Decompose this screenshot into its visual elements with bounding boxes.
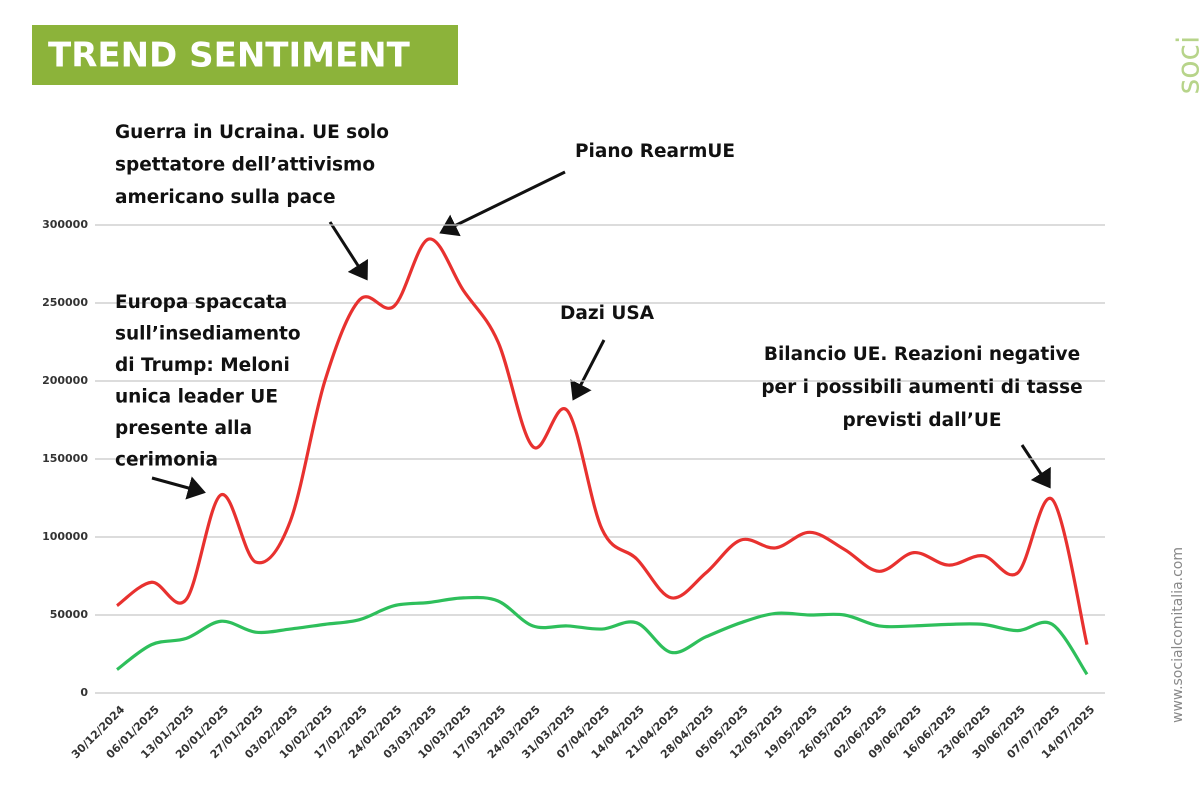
annotation: cerimonia xyxy=(115,450,218,471)
annotation: Guerra in Ucraina. UE solo xyxy=(115,122,389,143)
y-tick-label: 0 xyxy=(80,686,88,699)
arrow xyxy=(570,339,606,401)
annotation: spettatore dell’attivismo xyxy=(115,155,375,176)
title-box xyxy=(32,25,458,85)
chart-title: TREND SENTIMENT xyxy=(48,36,411,76)
annotation: Piano RearmUE xyxy=(575,141,735,162)
arrow xyxy=(1020,444,1051,489)
arrow xyxy=(151,476,206,500)
arrows xyxy=(151,170,1051,500)
y-tick-label: 300000 xyxy=(42,218,88,231)
annotation: presente alla xyxy=(115,418,252,439)
annotation: americano sulla pace xyxy=(115,187,336,208)
series-line xyxy=(116,595,1089,676)
website: www.socialcomitalia.com xyxy=(1170,547,1186,723)
annotation: sull’insediamento xyxy=(115,324,301,345)
annotation: per i possibili aumenti di tasse xyxy=(761,377,1082,398)
y-tick-label: 150000 xyxy=(42,452,88,465)
y-tick-label: 50000 xyxy=(50,608,89,621)
annotation: Europa spaccata xyxy=(115,292,287,313)
annotation: unica leader UE xyxy=(115,387,278,408)
arrow xyxy=(328,221,368,281)
brand: soci xyxy=(1172,36,1200,95)
y-tick-label: 100000 xyxy=(42,530,88,543)
annotation: Bilancio UE. Reazioni negative xyxy=(764,344,1080,365)
y-tick-label: 200000 xyxy=(42,374,88,387)
arrow xyxy=(439,170,566,237)
annotation: previsti dall’UE xyxy=(842,410,1001,431)
annotation: Dazi USA xyxy=(560,303,655,324)
annotation: di Trump: Meloni xyxy=(115,355,290,376)
series-line xyxy=(116,237,1089,646)
y-tick-label: 250000 xyxy=(42,296,88,309)
